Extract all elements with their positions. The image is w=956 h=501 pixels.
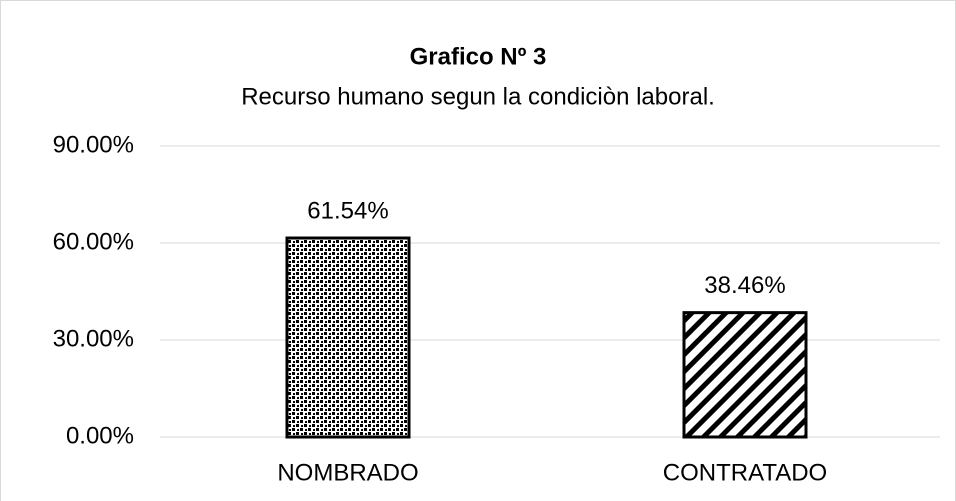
- chart-title: Grafico Nº 3: [410, 43, 547, 70]
- y-tick-label: 60.00%: [53, 228, 134, 255]
- data-label: 38.46%: [704, 272, 785, 299]
- chart-subtitle: Recurso humano segun la condiciòn labora…: [241, 83, 715, 110]
- y-tick-label: 90.00%: [53, 131, 134, 158]
- data-label: 61.54%: [307, 197, 388, 224]
- bar: [285, 236, 411, 439]
- x-tick-label: CONTRATADO: [663, 459, 827, 486]
- y-tick-label: 30.00%: [53, 325, 134, 352]
- x-tick-label: NOMBRADO: [277, 459, 418, 486]
- y-tick-label: 0.00%: [66, 422, 134, 449]
- bar: [682, 311, 808, 439]
